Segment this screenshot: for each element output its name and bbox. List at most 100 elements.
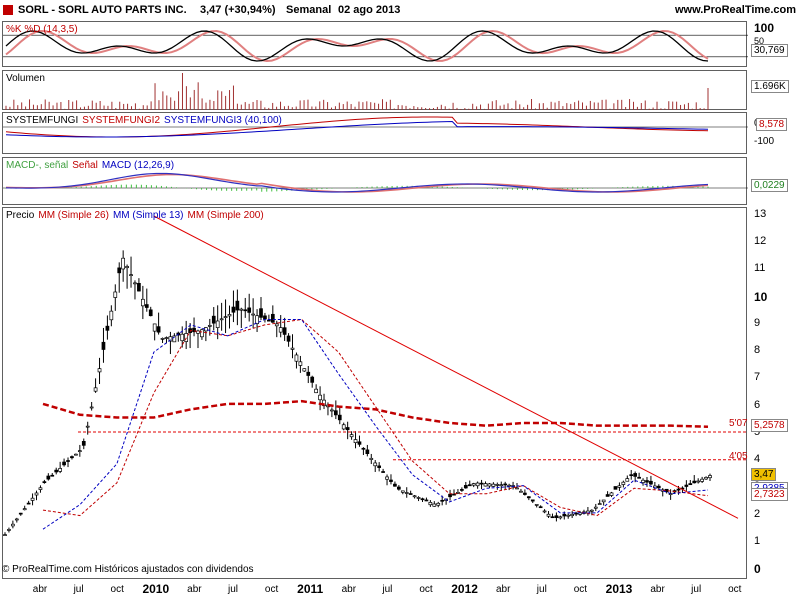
x-tick: oct	[419, 584, 433, 595]
level-lo-label: 4'05	[729, 451, 748, 462]
price-label: Precio MM (Simple 26) MM (Simple 13) MM (Si…	[6, 210, 268, 221]
trend-line	[153, 215, 739, 519]
x-tick: abr	[495, 584, 511, 595]
price-tick-0: 0	[754, 562, 761, 576]
candle-body	[58, 468, 62, 472]
volume-label: Volumen	[6, 73, 45, 84]
x-tick: jul	[691, 584, 702, 595]
candle-body	[286, 335, 291, 342]
macd-signal-line	[5, 173, 709, 193]
macd-axis: 0,0229	[748, 157, 800, 205]
candle-body	[377, 465, 382, 468]
volume-bars	[5, 73, 709, 110]
candle-body	[408, 493, 413, 495]
candle-body	[7, 529, 11, 531]
candle-body	[282, 327, 287, 335]
candle-body	[641, 479, 645, 483]
candle-body	[656, 485, 661, 489]
candle-body	[66, 460, 70, 462]
candle-body	[487, 483, 492, 487]
candle-body	[593, 506, 598, 509]
candle-body	[144, 304, 149, 308]
candle-body	[554, 515, 559, 518]
candle-body	[97, 368, 102, 373]
candle-body	[243, 309, 248, 312]
candle-body	[692, 480, 697, 484]
candle-body	[684, 484, 689, 487]
header-bar: SORL - SORL AUTO PARTS INC. 3,47 (+30,94…	[0, 0, 800, 20]
candle-body	[89, 406, 94, 409]
systemfungi-label: SYSTEMFUNGI SYSTEMFUNGI2 SYSTEMFUNGI3 (40,…	[6, 115, 286, 126]
systemfungi-3: SYSTEMFUNGI3 (40,100)	[164, 115, 282, 126]
candle-body	[341, 424, 346, 430]
stoch-value: 30,769	[751, 44, 788, 57]
candle-body	[255, 315, 259, 325]
candle-body	[369, 457, 374, 460]
level-hi-label: 5'07	[729, 418, 748, 429]
price-tick-5: 5	[754, 425, 761, 438]
candle-body	[467, 484, 472, 487]
candle-body	[117, 267, 122, 274]
candle-body	[704, 476, 708, 480]
x-tick: 2011	[297, 582, 324, 596]
candle-body	[263, 315, 267, 320]
candle-body	[192, 327, 196, 333]
macd-line	[5, 172, 709, 193]
candle-body	[534, 504, 539, 506]
candle-body	[251, 313, 255, 316]
candle-body	[235, 300, 240, 311]
candle-body	[609, 492, 614, 496]
candle-body	[381, 471, 385, 473]
candle-body	[74, 453, 78, 456]
candle-body	[310, 376, 315, 383]
ma26-line	[42, 318, 709, 517]
price-part-1: Precio	[6, 210, 35, 221]
candle-body	[330, 409, 334, 412]
ma200-value: 5,2578	[751, 418, 788, 432]
stochastic-label: %K %D (14,3,5)	[6, 24, 78, 35]
candle-body	[26, 502, 31, 505]
candle-body	[85, 425, 90, 428]
candle-body	[333, 410, 338, 416]
candle-body	[200, 329, 204, 338]
candle-body	[523, 492, 527, 495]
candle-body	[542, 510, 547, 513]
candle-body	[645, 480, 649, 483]
candle-body	[125, 266, 129, 269]
candle-body	[546, 513, 551, 517]
candle-body	[373, 462, 378, 467]
candle-body	[440, 499, 445, 502]
candle-body	[306, 371, 311, 376]
candle-body	[361, 447, 366, 450]
candle-body	[649, 480, 653, 485]
candle-body	[148, 309, 153, 317]
candle-body	[62, 461, 66, 466]
candle-body	[397, 486, 401, 490]
macd-panel: MACD-, señal Señal MACD (12,26,9)	[2, 157, 748, 205]
candle-body	[11, 523, 15, 527]
candle-body	[700, 478, 704, 482]
candle-body	[432, 503, 437, 507]
candle-body	[515, 487, 519, 490]
candle-body	[393, 483, 397, 487]
stoch-tick-50: 50	[754, 36, 765, 46]
candle-body	[436, 502, 441, 506]
candle-body	[34, 492, 39, 496]
macd-part-2: Señal	[72, 160, 98, 171]
candle-body	[688, 483, 693, 486]
macd-part-1: MACD-, señal	[6, 160, 69, 171]
site-link[interactable]: www.ProRealTime.com	[674, 4, 796, 16]
candle-body	[81, 441, 86, 446]
price-candles	[3, 250, 712, 536]
price-tick-11: 11	[754, 262, 766, 275]
candle-body	[550, 516, 555, 519]
candle-body	[353, 439, 358, 444]
candle-body	[93, 387, 98, 392]
candle-body	[589, 509, 594, 512]
candle-body	[629, 474, 634, 477]
x-tick: 2012	[451, 582, 478, 596]
candle-body	[507, 484, 511, 487]
price-tick-8: 8	[754, 344, 761, 357]
candle-body	[495, 484, 500, 486]
candle-body	[349, 434, 354, 438]
